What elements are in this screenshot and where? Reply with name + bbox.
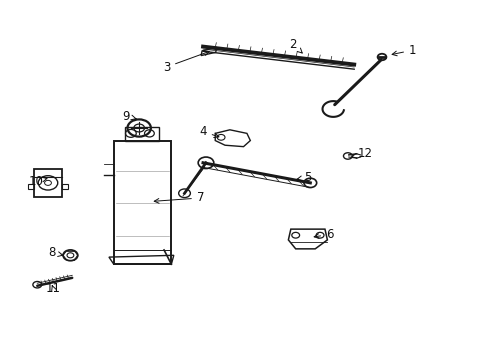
Text: 5: 5 (296, 171, 311, 184)
Bar (62, 184, 68, 189)
Text: 4: 4 (199, 125, 219, 138)
Text: 8: 8 (48, 246, 62, 259)
Text: 7: 7 (154, 192, 204, 204)
Text: 12: 12 (351, 147, 372, 160)
Bar (34, 169, 62, 197)
Bar (28, 184, 34, 189)
Text: 6: 6 (313, 228, 333, 241)
Text: 9: 9 (122, 110, 136, 123)
Text: 10: 10 (28, 175, 47, 188)
Bar (124, 127, 158, 140)
Bar (114, 140, 171, 264)
Text: 2: 2 (289, 38, 302, 53)
Text: 1: 1 (391, 44, 416, 57)
Text: 3: 3 (163, 51, 209, 73)
Text: 11: 11 (46, 282, 61, 295)
